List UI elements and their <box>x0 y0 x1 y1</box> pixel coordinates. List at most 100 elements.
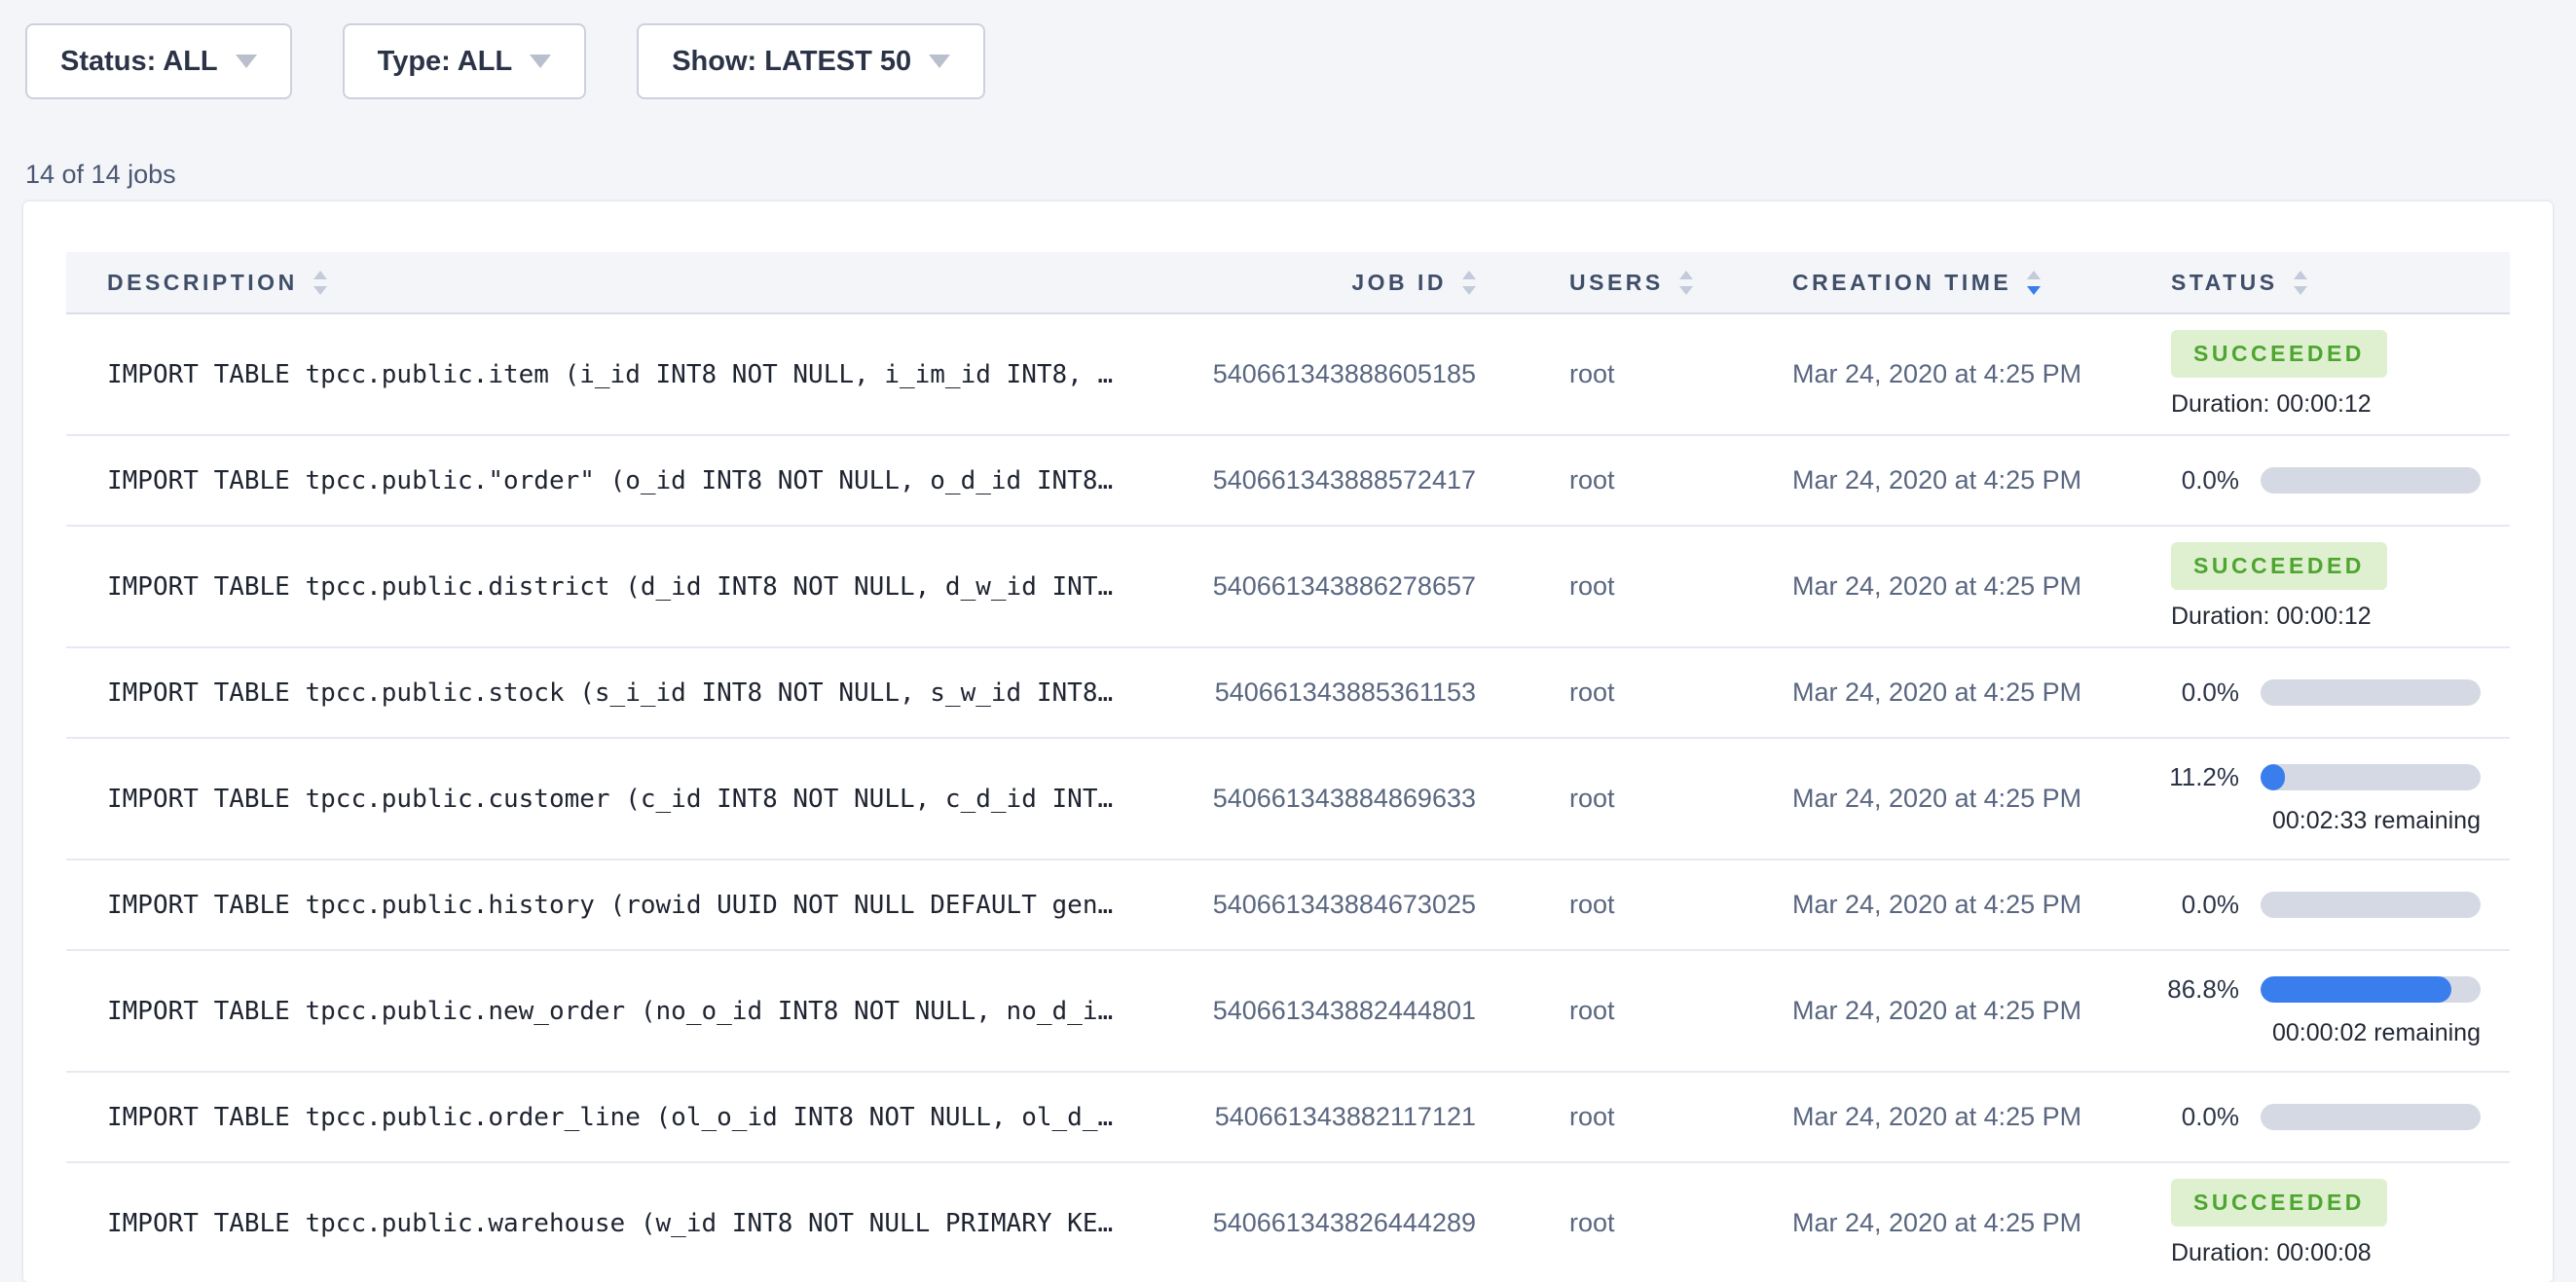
progress-remaining: 00:00:02 remaining <box>2271 1019 2481 1046</box>
progress-bar <box>2261 764 2481 790</box>
job-description: IMPORT TABLE tpcc.public.history (rowid … <box>107 890 1114 920</box>
job-description: IMPORT TABLE tpcc.public.customer (c_id … <box>107 784 1114 814</box>
job-description: IMPORT TABLE tpcc.public."order" (o_id I… <box>107 465 1114 495</box>
job-id: 540661343888572417 <box>1212 465 1476 494</box>
show-filter-dropdown[interactable]: Show: LATEST 50 <box>637 23 986 99</box>
jobs-table: DESCRIPTION JOB ID USERS CREATION TIME S… <box>66 252 2510 1282</box>
job-status-cell: 0.0% <box>2110 890 2510 920</box>
job-id: 540661343882117121 <box>1214 1102 1476 1131</box>
job-user: root <box>1569 1102 1615 1131</box>
jobs-table-card: DESCRIPTION JOB ID USERS CREATION TIME S… <box>23 201 2553 1282</box>
table-row[interactable]: IMPORT TABLE tpcc.public."order" (o_id I… <box>66 436 2510 527</box>
job-id: 540661343885361153 <box>1214 678 1476 707</box>
chevron-down-icon <box>235 55 257 68</box>
sort-arrows-icon <box>1462 270 1476 295</box>
table-row[interactable]: IMPORT TABLE tpcc.public.stock (s_i_id I… <box>66 648 2510 739</box>
sort-arrows-icon <box>313 270 327 295</box>
progress-bar <box>2261 976 2481 1003</box>
job-creation-time: Mar 24, 2020 at 4:25 PM <box>1792 1102 2082 1131</box>
sort-arrows-icon <box>1678 270 1693 295</box>
progress-percent: 11.2% <box>2169 762 2239 791</box>
job-user: root <box>1569 784 1615 813</box>
chevron-down-icon <box>530 55 552 68</box>
status-succeeded-block: SUCCEEDED Duration: 00:00:08 <box>2110 1179 2510 1267</box>
job-description: IMPORT TABLE tpcc.public.stock (s_i_id I… <box>107 678 1114 708</box>
job-status-cell: 0.0% <box>2110 465 2510 495</box>
status-badge: SUCCEEDED <box>2171 1179 2387 1227</box>
job-creation-time: Mar 24, 2020 at 4:25 PM <box>1792 1208 2082 1237</box>
job-status-cell: SUCCEEDED Duration: 00:00:12 <box>2110 542 2510 631</box>
job-id: 540661343888605185 <box>1212 359 1476 388</box>
job-status-cell: 86.8% 00:00:02 remaining <box>2110 974 2510 1047</box>
job-status-cell: 11.2% 00:02:33 remaining <box>2110 762 2510 835</box>
job-description: IMPORT TABLE tpcc.public.new_order (no_o… <box>107 996 1114 1026</box>
status-duration: Duration: 00:00:08 <box>2171 1239 2372 1266</box>
job-status-cell: SUCCEEDED Duration: 00:00:12 <box>2110 330 2510 419</box>
table-body: IMPORT TABLE tpcc.public.item (i_id INT8… <box>66 314 2510 1282</box>
progress-bar-fill <box>2261 976 2452 1003</box>
job-user: root <box>1569 996 1615 1025</box>
sort-header-status[interactable]: STATUS <box>2110 270 2510 296</box>
job-id: 540661343884673025 <box>1212 890 1476 919</box>
job-user: root <box>1569 465 1615 494</box>
table-row[interactable]: IMPORT TABLE tpcc.public.history (rowid … <box>66 861 2510 951</box>
table-row[interactable]: IMPORT TABLE tpcc.public.warehouse (w_id… <box>66 1163 2510 1282</box>
job-id: 540661343886278657 <box>1212 571 1476 601</box>
job-creation-time: Mar 24, 2020 at 4:25 PM <box>1792 571 2082 601</box>
job-user: root <box>1569 890 1615 919</box>
table-header-row: DESCRIPTION JOB ID USERS CREATION TIME S… <box>66 252 2510 314</box>
progress-bar <box>2261 1104 2481 1130</box>
status-filter-label: Status: ALL <box>60 45 218 77</box>
job-creation-time: Mar 24, 2020 at 4:25 PM <box>1792 465 2082 494</box>
job-description: IMPORT TABLE tpcc.public.district (d_id … <box>107 571 1114 602</box>
job-id: 540661343884869633 <box>1212 784 1476 813</box>
status-progress-block: 0.0% <box>2110 890 2510 920</box>
table-row[interactable]: IMPORT TABLE tpcc.public.district (d_id … <box>66 527 2510 648</box>
jobs-count-summary: 14 of 14 jobs <box>25 160 176 189</box>
progress-remaining: 00:02:33 remaining <box>2271 807 2481 834</box>
job-status-cell: SUCCEEDED Duration: 00:00:08 <box>2110 1179 2510 1267</box>
job-id: 540661343882444801 <box>1212 996 1476 1025</box>
job-description: IMPORT TABLE tpcc.public.warehouse (w_id… <box>107 1208 1114 1238</box>
filter-bar: Status: ALL Type: ALL Show: LATEST 50 <box>0 0 2576 99</box>
sort-header-job-id[interactable]: JOB ID <box>1164 270 1476 296</box>
table-row[interactable]: IMPORT TABLE tpcc.public.customer (c_id … <box>66 739 2510 861</box>
status-filter-dropdown[interactable]: Status: ALL <box>25 23 292 99</box>
job-user: root <box>1569 359 1615 388</box>
job-creation-time: Mar 24, 2020 at 4:25 PM <box>1792 359 2082 388</box>
progress-percent: 0.0% <box>2181 678 2239 707</box>
progress-bar-fill <box>2261 764 2286 790</box>
job-status-cell: 0.0% <box>2110 1102 2510 1132</box>
job-id: 540661343826444289 <box>1212 1208 1476 1237</box>
job-creation-time: Mar 24, 2020 at 4:25 PM <box>1792 784 2082 813</box>
progress-percent: 0.0% <box>2181 890 2239 919</box>
job-creation-time: Mar 24, 2020 at 4:25 PM <box>1792 678 2082 707</box>
progress-percent: 0.0% <box>2181 1102 2239 1131</box>
table-row[interactable]: IMPORT TABLE tpcc.public.order_line (ol_… <box>66 1073 2510 1163</box>
chevron-down-icon <box>929 55 951 68</box>
job-user: root <box>1569 1208 1615 1237</box>
sort-header-description[interactable]: DESCRIPTION <box>66 270 1164 296</box>
progress-percent: 0.0% <box>2181 465 2239 494</box>
sort-arrows-icon <box>2293 270 2307 295</box>
progress-percent: 86.8% <box>2167 974 2239 1004</box>
progress-bar <box>2261 679 2481 706</box>
table-row[interactable]: IMPORT TABLE tpcc.public.new_order (no_o… <box>66 951 2510 1073</box>
sort-header-users[interactable]: USERS <box>1476 270 1792 296</box>
type-filter-dropdown[interactable]: Type: ALL <box>342 23 587 99</box>
status-duration: Duration: 00:00:12 <box>2171 390 2372 418</box>
status-succeeded-block: SUCCEEDED Duration: 00:00:12 <box>2110 330 2510 419</box>
status-succeeded-block: SUCCEEDED Duration: 00:00:12 <box>2110 542 2510 631</box>
job-user: root <box>1569 678 1615 707</box>
status-badge: SUCCEEDED <box>2171 330 2387 378</box>
progress-bar <box>2261 892 2481 918</box>
show-filter-label: Show: LATEST 50 <box>672 45 912 77</box>
job-user: root <box>1569 571 1615 601</box>
table-row[interactable]: IMPORT TABLE tpcc.public.item (i_id INT8… <box>66 314 2510 436</box>
job-creation-time: Mar 24, 2020 at 4:25 PM <box>1792 890 2082 919</box>
sort-header-creation-time[interactable]: CREATION TIME <box>1792 270 2110 296</box>
sort-arrows-icon <box>2027 270 2042 295</box>
status-progress-block: 0.0% <box>2110 465 2510 495</box>
status-progress-block: 0.0% <box>2110 1102 2510 1132</box>
job-description: IMPORT TABLE tpcc.public.item (i_id INT8… <box>107 359 1114 389</box>
